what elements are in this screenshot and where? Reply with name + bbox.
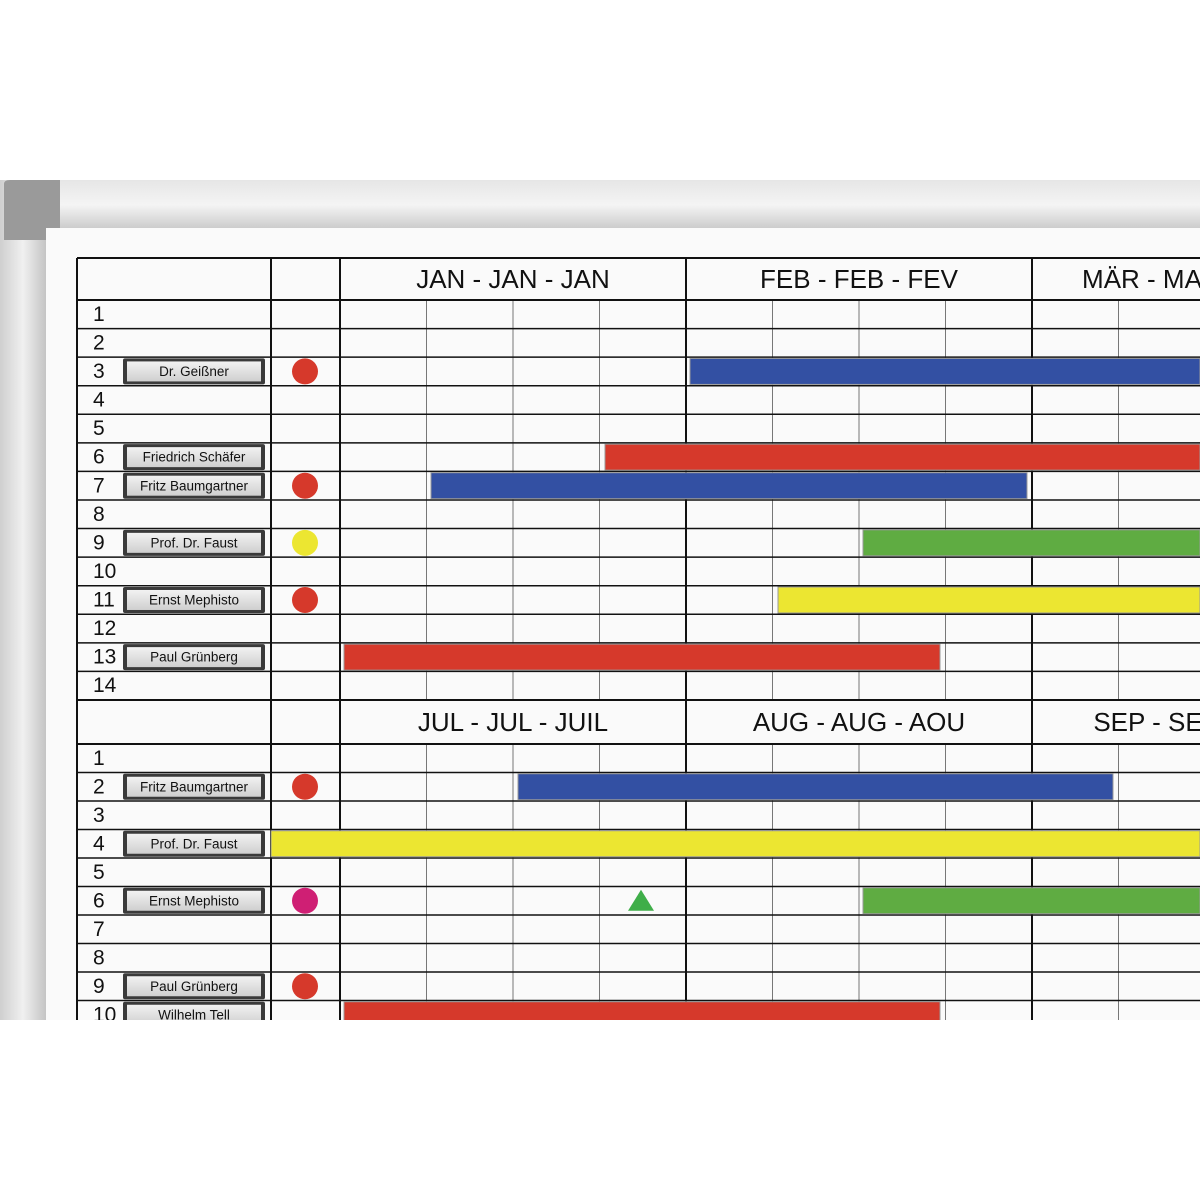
frame-left (0, 180, 46, 1020)
month-header: JAN - JAN - JAN (416, 264, 610, 294)
name-plate-label (127, 976, 261, 997)
row-number: 3 (93, 360, 105, 383)
person-name: Wilhelm Tell (158, 1007, 230, 1022)
month-header: JUL - JUL - JUIL (418, 707, 608, 737)
magnet-dot (292, 887, 318, 914)
row-number: 1 (93, 747, 105, 770)
person-name: Paul Grünberg (150, 650, 238, 665)
person-name: Dr. Geißner (159, 364, 229, 379)
row-number: 7 (93, 918, 105, 941)
row-number: 5 (93, 861, 105, 884)
name-plate-label (127, 589, 261, 610)
magnet-strip (343, 643, 941, 671)
row-number: 9 (93, 975, 105, 998)
name-plate-label (127, 833, 261, 854)
name-plate-label (127, 361, 261, 382)
magnet-strip (862, 529, 1200, 557)
magnet-dot (292, 586, 318, 613)
row-number: 10 (93, 1003, 116, 1026)
row-number: 3 (93, 804, 105, 827)
magnet-dot (292, 773, 318, 800)
magnet-strip (862, 887, 1200, 915)
frame-top (0, 180, 1200, 230)
month-header: FEB - FEB - FEV (760, 264, 959, 294)
row-number: 10 (93, 560, 116, 583)
name-plate-label (127, 1004, 261, 1020)
person-name: Fritz Baumgartner (140, 779, 249, 794)
person-name: Prof. Dr. Faust (150, 836, 237, 851)
magnet-strip (777, 586, 1200, 614)
name-plate-label (127, 447, 261, 468)
month-header: MÄR - MA (1082, 264, 1200, 294)
row-number: 6 (93, 889, 105, 912)
person-name: Ernst Mephisto (149, 593, 239, 608)
magnet-dot (292, 973, 318, 1000)
row-number: 1 (93, 303, 105, 326)
row-number: 5 (93, 417, 105, 440)
name-plate-label (127, 532, 261, 553)
magnet-dot (292, 529, 318, 556)
row-number: 14 (93, 674, 117, 697)
magnet-dot (292, 358, 318, 385)
magnet-strip (430, 472, 1028, 500)
row-number: 8 (93, 503, 105, 526)
person-name: Fritz Baumgartner (140, 478, 249, 493)
name-plate-label (127, 776, 261, 797)
row-number: 2 (93, 775, 105, 798)
name-plate-label (127, 890, 261, 911)
row-number: 4 (93, 389, 105, 412)
month-header: AUG - AUG - AOU (753, 707, 965, 737)
magnet-strip (270, 830, 1200, 858)
row-number: 12 (93, 617, 116, 640)
frame-corner (4, 180, 60, 240)
magnet-strip (604, 443, 1200, 471)
magnet-strip (343, 1001, 941, 1020)
row-number: 9 (93, 531, 105, 554)
row-number: 2 (93, 331, 105, 354)
row-number: 6 (93, 446, 105, 469)
row-number: 7 (93, 474, 105, 497)
magnet-triangle (628, 889, 654, 911)
person-name: Prof. Dr. Faust (150, 535, 237, 550)
board-content: JAN - JAN - JAN FEB - FEB - FEV MÄR - MA12… (0, 180, 1200, 1026)
magnet-dot (292, 472, 318, 499)
name-plate-label (127, 475, 261, 496)
person-name: Friedrich Schäfer (143, 450, 246, 465)
person-name: Paul Grünberg (150, 979, 238, 994)
row-number: 13 (93, 646, 116, 669)
person-name: Ernst Mephisto (149, 893, 239, 908)
name-plate-label (127, 647, 261, 668)
row-number: 8 (93, 946, 105, 969)
magnet-strip (517, 773, 1114, 801)
row-number: 4 (93, 832, 105, 855)
magnet-strip (689, 357, 1200, 385)
row-number: 11 (93, 589, 115, 612)
month-header: SEP - SE (1093, 707, 1200, 737)
